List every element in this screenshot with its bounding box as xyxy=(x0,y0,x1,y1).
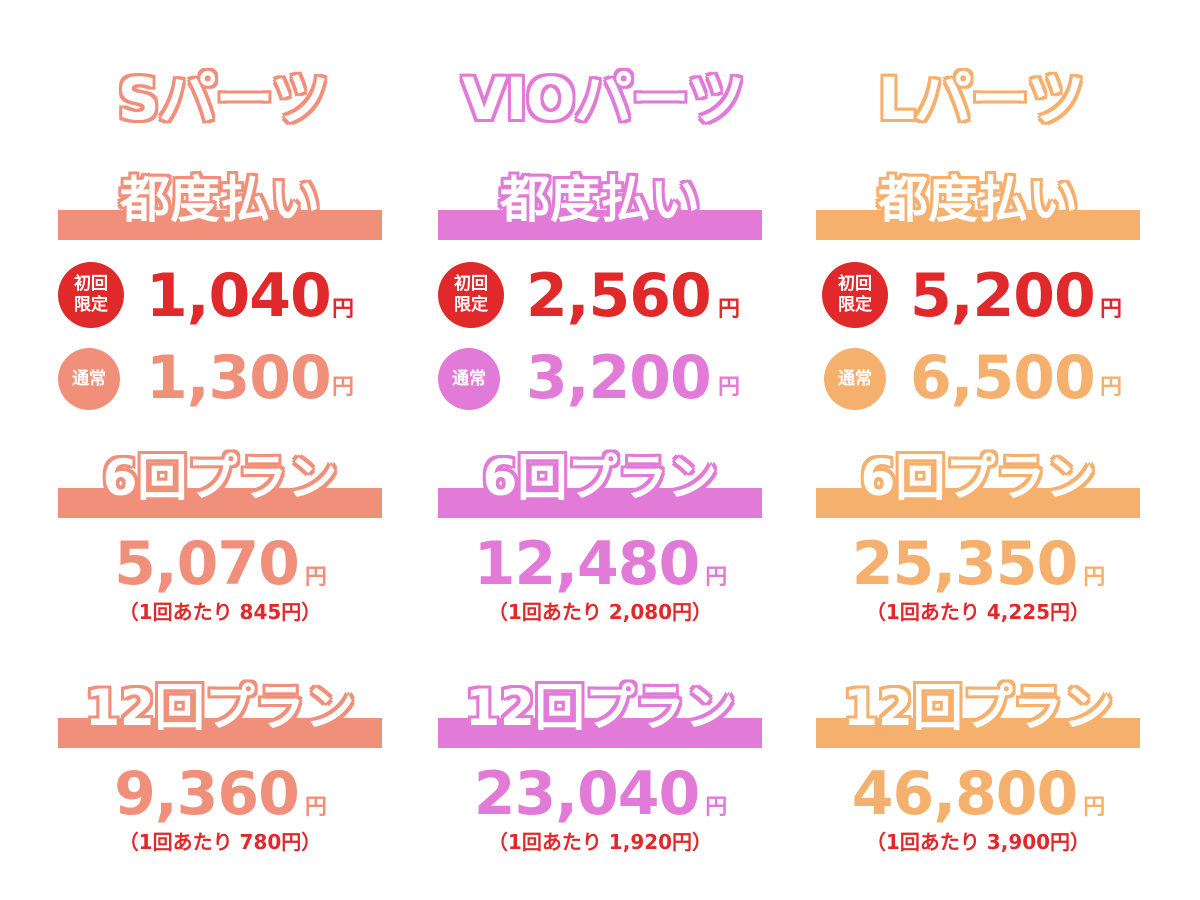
plan6-label: 6回プラン xyxy=(102,449,338,507)
first-price: 5,200 xyxy=(910,261,1096,331)
plan12-price: 23,040 円 xyxy=(473,759,728,829)
yen-label: 円 xyxy=(1100,297,1123,322)
plan6-per-visit: （1回あたり 845円） xyxy=(118,600,322,624)
normal-price: 3,200 xyxy=(526,343,712,413)
pay-band xyxy=(438,210,762,240)
plan6-price: 25,350 円 xyxy=(851,529,1106,599)
plan6-label: 6回プラン xyxy=(860,449,1096,507)
column-l-parts: Lパーツ 都度払い 初回 限定 5,200 円 通常 6,500 円 6回プラン … xyxy=(816,0,1146,900)
first-time-badge: 初回 限定 xyxy=(822,262,888,328)
plan6-band xyxy=(438,488,762,518)
plan6-label: 6回プラン xyxy=(482,449,718,507)
column-vio-parts: VIOパーツ 都度払い 初回 限定 2,560 円 通常 3,200 円 6回プラ… xyxy=(438,0,768,900)
plan12-label: 12回プラン xyxy=(843,679,1113,737)
pay-band xyxy=(816,210,1140,240)
column-title: Lパーツ xyxy=(878,65,1085,133)
yen-label: 円 xyxy=(332,375,355,400)
plan12-label: 12回プラン xyxy=(85,679,355,737)
first-price: 1,040 xyxy=(146,261,332,331)
normal-price: 6,500 xyxy=(910,343,1096,413)
pay-band xyxy=(58,210,382,240)
pay-label: 都度払い xyxy=(878,171,1078,229)
column-title: VIOパーツ xyxy=(461,65,746,133)
first-time-badge: 初回 限定 xyxy=(438,262,504,328)
plan6-per-visit: （1回あたり 4,225円） xyxy=(865,600,1091,624)
yen-label: 円 xyxy=(1100,375,1123,400)
first-price: 2,560 xyxy=(526,261,712,331)
plan12-price: 46,800 円 xyxy=(851,759,1106,829)
plan6-band xyxy=(816,488,1140,518)
pay-label: 都度払い xyxy=(120,171,320,229)
pay-label: 都度払い xyxy=(500,171,700,229)
yen-label: 円 xyxy=(718,297,741,322)
plan12-band xyxy=(816,718,1140,748)
normal-badge: 通常 xyxy=(58,348,120,410)
plan12-per-visit: （1回あたり 780円） xyxy=(118,830,322,854)
column-s-parts: Sパーツ 都度払い 初回 限定 1,040 円 通常 1,300 円 6回プラン … xyxy=(58,0,388,900)
first-time-badge: 初回 限定 xyxy=(58,262,124,328)
plan6-band xyxy=(58,488,382,518)
plan12-band xyxy=(58,718,382,748)
plan12-price: 9,360 円 xyxy=(114,759,327,829)
yen-label: 円 xyxy=(332,297,355,322)
normal-badge: 通常 xyxy=(438,348,500,410)
column-title: Sパーツ xyxy=(117,65,330,133)
plan6-per-visit: （1回あたり 2,080円） xyxy=(487,600,713,624)
normal-badge: 通常 xyxy=(824,348,886,410)
plan6-price: 12,480 円 xyxy=(473,529,728,599)
yen-label: 円 xyxy=(718,375,741,400)
normal-price: 1,300 xyxy=(146,343,332,413)
plan12-per-visit: （1回あたり 1,920円） xyxy=(487,830,713,854)
plan6-price: 5,070 円 xyxy=(114,529,327,599)
plan12-per-visit: （1回あたり 3,900円） xyxy=(865,830,1091,854)
plan12-band xyxy=(438,718,762,748)
plan12-label: 12回プラン xyxy=(465,679,735,737)
